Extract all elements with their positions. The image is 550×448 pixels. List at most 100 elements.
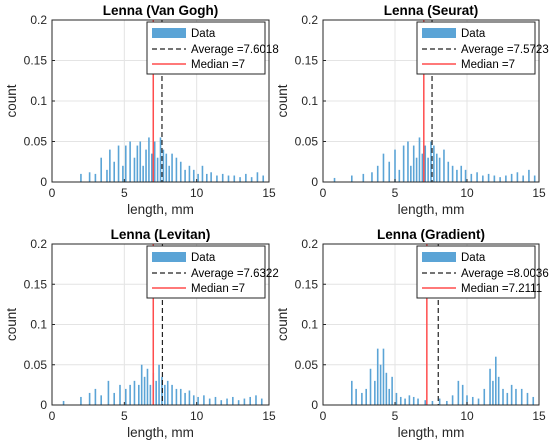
histogram-bar [140, 364, 143, 405]
y-axis-label: count [4, 308, 19, 341]
histogram-bar [477, 398, 480, 405]
histogram-bar [385, 372, 388, 405]
legend-data-swatch [152, 28, 186, 38]
x-axis-label: length, mm [398, 202, 465, 217]
legend-data-label: Data [461, 28, 486, 40]
histogram-bar [151, 153, 153, 182]
histogram-bar [122, 165, 124, 182]
histogram-bar [100, 395, 102, 405]
histogram-bar [149, 384, 152, 405]
legend-data-swatch [152, 252, 186, 262]
legend-data-label: Data [191, 252, 216, 264]
legend-average-label: Average =7.6322 [191, 268, 279, 280]
x-tick-label: 15 [532, 409, 546, 423]
histogram-bar [528, 169, 530, 182]
histogram-bar [221, 173, 224, 182]
histogram-bar [239, 177, 241, 182]
y-axis-label: count [4, 84, 19, 117]
histogram-bar [80, 396, 82, 405]
legend: Data Average =8.0036 Median =7.2111 [416, 245, 549, 299]
x-tick-label: 5 [121, 409, 128, 423]
histogram-bar [119, 384, 121, 405]
histogram-bar [232, 396, 234, 405]
histogram-bar [156, 157, 159, 182]
histogram-bar [88, 392, 91, 405]
legend: Data Average =7.6018 Median =7 [146, 21, 279, 75]
histogram-bar [166, 380, 169, 405]
histogram-bar [506, 392, 509, 405]
histogram-bar [361, 392, 363, 405]
histogram-bar [520, 388, 523, 405]
histogram-bar [470, 173, 473, 182]
x-tick-label: 15 [532, 186, 546, 200]
histogram-bar [466, 395, 468, 405]
histogram-bar [388, 161, 391, 182]
y-tick-label: 0.15 [24, 54, 48, 68]
chart-panel-2: 0 5 10 15 0 0.05 0.1 0.15 0.2 Lenna (Seurat) lengt… [275, 3, 549, 217]
legend-median-label: Median =7.2111 [461, 283, 542, 295]
histogram-bar [107, 380, 110, 405]
y-tick-label: 0.2 [301, 13, 318, 27]
histogram-bar [489, 368, 491, 405]
histogram-bar [133, 380, 136, 405]
histogram-bar [136, 145, 139, 182]
histogram-bar [62, 400, 65, 405]
histogram-bar [351, 380, 353, 405]
histogram-bar [143, 376, 146, 405]
legend-average-label: Average =7.6018 [191, 44, 279, 56]
histogram-bar [214, 396, 217, 405]
histogram-bar [175, 388, 178, 405]
x-tick-label: 0 [49, 186, 56, 200]
chart-title: Lenna (Van Gogh) [103, 3, 219, 18]
histogram-bar [139, 141, 142, 182]
histogram-bar [129, 141, 131, 182]
y-tick-label: 0.1 [30, 318, 47, 332]
histogram-bar [129, 384, 131, 405]
chart-title: Lenna (Seurat) [384, 3, 479, 18]
histogram-bar [351, 175, 353, 182]
histogram-bar [208, 398, 211, 405]
histogram-bar [493, 175, 496, 182]
legend-median-label: Median =7 [461, 59, 515, 71]
y-tick-label: 0.05 [24, 135, 48, 149]
legend: Data Average =7.5723 Median =7 [416, 21, 549, 75]
histogram-bar [394, 149, 396, 182]
histogram-bar [155, 380, 157, 405]
histogram-bar [410, 165, 412, 182]
y-tick-label: 0.05 [295, 135, 319, 149]
histogram-bar [430, 141, 432, 182]
x-tick-label: 10 [190, 409, 204, 423]
histogram-bar [233, 175, 236, 182]
histogram-bar [451, 165, 454, 182]
histogram-bar [404, 398, 406, 405]
histogram-bar [427, 157, 429, 182]
histogram-bar [179, 161, 182, 182]
histogram-bar [226, 398, 228, 405]
histogram-bar [159, 137, 162, 182]
y-tick-label: 0 [40, 398, 47, 412]
histogram-bar [526, 392, 529, 405]
histogram-bar [243, 398, 246, 405]
histogram-bar [162, 149, 165, 182]
x-tick-label: 10 [460, 186, 474, 200]
histogram-bar [483, 388, 486, 405]
histogram-bar [201, 165, 204, 182]
histogram-bar [395, 392, 398, 405]
legend-median-label: Median =7 [191, 283, 245, 295]
histogram-bar [499, 177, 501, 182]
x-tick-label: 5 [392, 409, 399, 423]
histogram-bar [379, 364, 382, 405]
histogram-bar [100, 157, 102, 182]
histogram-bar [148, 137, 150, 182]
x-tick-label: 15 [262, 409, 276, 423]
legend-average-label: Average =7.5723 [461, 44, 549, 56]
histogram-bar [487, 173, 490, 182]
x-tick-label: 10 [460, 409, 474, 423]
histogram-bar [256, 172, 259, 182]
histogram-bar [210, 172, 212, 182]
histogram-bar [205, 173, 208, 182]
histogram-bar [424, 145, 427, 182]
histogram-bar [502, 388, 504, 405]
x-tick-label: 10 [190, 186, 204, 200]
histogram-bar [516, 172, 519, 182]
